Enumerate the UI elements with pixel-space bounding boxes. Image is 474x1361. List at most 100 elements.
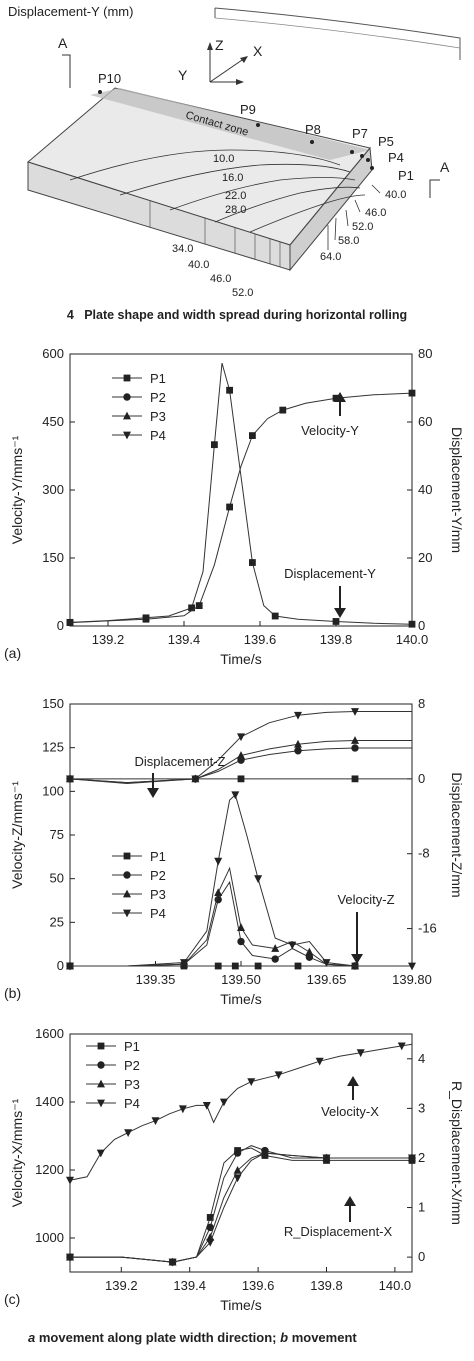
legend-marker xyxy=(123,871,131,879)
y-right-axis-label: Displacement-Z/mm xyxy=(449,772,465,897)
y-left-axis-label: Velocity-Z/mms⁻¹ xyxy=(9,781,25,889)
data-point xyxy=(254,875,263,884)
y-right-tick-label: 40 xyxy=(418,482,432,497)
data-point xyxy=(226,503,233,511)
data-point xyxy=(305,947,314,956)
legend-label: P3 xyxy=(150,409,166,424)
x-tick-label: 139.35 xyxy=(136,972,176,987)
y-right-tick-label: 0 xyxy=(418,618,425,633)
x-tick-label: 139.2 xyxy=(92,632,125,647)
legend-marker xyxy=(123,393,131,401)
y-left-tick-label: 150 xyxy=(42,696,64,711)
data-point xyxy=(294,747,302,755)
axis-x-label: X xyxy=(253,43,263,59)
arrow-velocity-z-head xyxy=(351,954,363,964)
data-point xyxy=(254,962,262,970)
legend-marker xyxy=(97,1061,105,1069)
data-point xyxy=(233,1165,242,1174)
y-left-axis-label: Velocity-X/mms⁻¹ xyxy=(9,1098,25,1207)
point-label-p7: P7 xyxy=(352,126,368,141)
x-tick-label: 139.4 xyxy=(173,1278,206,1293)
y-left-tick-label: 125 xyxy=(42,740,64,755)
data-point xyxy=(206,1238,215,1247)
legend-label: P3 xyxy=(124,1077,140,1092)
legend-marker xyxy=(97,1042,105,1050)
legend-marker xyxy=(123,374,131,382)
footnote-text-a: movement along plate width direction; xyxy=(38,1330,277,1345)
data-point xyxy=(351,744,359,752)
data-point xyxy=(271,955,279,963)
data-point xyxy=(206,1214,214,1221)
arrow-velocity-x-head xyxy=(347,1076,359,1086)
series-line xyxy=(69,1043,413,1181)
contour-label: 28.0 xyxy=(225,204,246,216)
y-right-tick-label: 0 xyxy=(418,771,425,786)
data-point xyxy=(214,962,222,970)
y-left-tick-label: 75 xyxy=(50,827,64,842)
data-point xyxy=(351,708,359,716)
contour-label: 64.0 xyxy=(320,251,341,263)
data-point xyxy=(233,1174,242,1183)
x-axis-label: Time/s xyxy=(220,1297,261,1313)
annotation-r-displacement-x: R_Displacement-X xyxy=(284,1224,393,1239)
point-label-p1: P1 xyxy=(398,168,414,183)
contour-label: 46.0 xyxy=(210,273,231,285)
data-point xyxy=(237,775,245,783)
caption-text: Plate shape and width spread during hori… xyxy=(84,308,408,322)
data-point xyxy=(322,1154,331,1163)
data-point xyxy=(237,923,245,931)
y-left-tick-label: 600 xyxy=(42,346,64,361)
y-right-tick-label: 4 xyxy=(418,1051,425,1066)
data-point xyxy=(294,739,302,748)
arrow-displacement-z xyxy=(147,773,159,798)
data-point xyxy=(231,962,239,970)
x-axis-label: Time/s xyxy=(220,991,261,1007)
caption-number: 4 xyxy=(66,308,74,322)
panel-label: (b) xyxy=(4,985,21,1001)
data-point xyxy=(332,618,340,625)
contour-label: 34.0 xyxy=(172,243,193,255)
contour-label: 40.0 xyxy=(188,259,209,271)
contour-label: 22.0 xyxy=(225,190,246,202)
axis-y-label: Y xyxy=(178,67,188,83)
x-tick-label: 139.2 xyxy=(105,1278,138,1293)
data-point xyxy=(279,406,287,414)
data-point xyxy=(408,389,416,397)
data-point xyxy=(219,1098,228,1107)
y-left-tick-label: 25 xyxy=(50,914,64,929)
legend-marker xyxy=(97,1099,105,1108)
data-point xyxy=(66,775,74,784)
data-point xyxy=(178,1105,187,1114)
chart-a: 139.2 139.4 139.6 139.8 140.0015030045060002… xyxy=(4,346,465,667)
section-label-left: A xyxy=(58,35,68,51)
plot-frame xyxy=(69,353,413,627)
x-axis-label: Time/s xyxy=(220,651,261,667)
y-right-tick-label: 8 xyxy=(418,696,425,711)
y-right-tick-label: 3 xyxy=(418,1100,425,1115)
contour-label: 52.0 xyxy=(352,221,373,233)
y-left-tick-label: 1600 xyxy=(35,1026,64,1041)
legend: P1 P2 P3 P4 xyxy=(86,1039,140,1111)
data-point xyxy=(271,612,279,620)
data-point xyxy=(271,944,280,952)
data-point xyxy=(408,962,416,971)
x-tick-label: 139.6 xyxy=(244,632,277,647)
y-left-tick-label: 0 xyxy=(57,958,64,973)
data-point xyxy=(206,1223,214,1232)
data-point xyxy=(188,604,195,612)
plot-frame xyxy=(69,1033,413,1273)
contour-label: 52.0 xyxy=(232,287,253,299)
contour-label: 10.0 xyxy=(213,153,234,165)
footnote-tag-b: b xyxy=(280,1330,289,1345)
series-line xyxy=(70,880,412,967)
data-point xyxy=(351,736,359,744)
data-point xyxy=(66,619,74,626)
data-point xyxy=(332,394,340,402)
data-point xyxy=(231,791,240,800)
data-point xyxy=(408,620,416,628)
y-left-tick-label: 1400 xyxy=(35,1094,64,1109)
point-label-p9: P9 xyxy=(240,102,256,117)
series-line xyxy=(70,1152,412,1263)
x-tick-label: 139.80 xyxy=(392,972,432,987)
arrow-velocity-y-head xyxy=(334,392,346,402)
